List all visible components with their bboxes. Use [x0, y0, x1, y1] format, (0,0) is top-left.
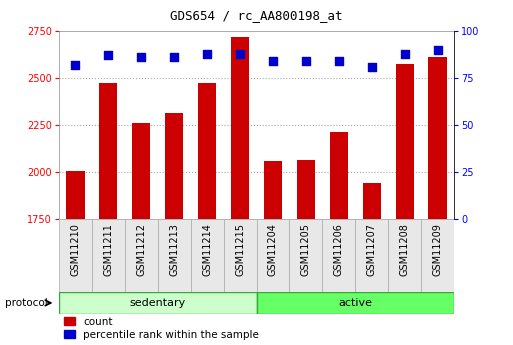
Bar [224, 219, 256, 292]
Text: GSM11213: GSM11213 [169, 223, 179, 276]
Point [269, 58, 277, 64]
Bar [165, 113, 183, 219]
Text: GSM11207: GSM11207 [367, 223, 377, 276]
Bar [92, 219, 125, 292]
Point [137, 55, 145, 60]
Point [401, 51, 409, 56]
Bar [158, 219, 191, 292]
Bar [355, 219, 388, 292]
Bar [388, 219, 421, 292]
Text: GSM11210: GSM11210 [70, 223, 81, 276]
Point [71, 62, 80, 68]
Point [104, 53, 112, 58]
Text: GSM11214: GSM11214 [202, 223, 212, 276]
Point [236, 51, 244, 56]
Bar [421, 219, 454, 292]
Bar [330, 132, 348, 219]
Text: GSM11211: GSM11211 [104, 223, 113, 276]
Point [203, 51, 211, 56]
Text: GDS654 / rc_AA800198_at: GDS654 / rc_AA800198_at [170, 9, 343, 22]
Text: GSM11205: GSM11205 [301, 223, 311, 276]
Bar [100, 83, 117, 219]
Bar [289, 219, 322, 292]
Text: GSM11212: GSM11212 [136, 223, 146, 276]
Text: GSM11206: GSM11206 [334, 223, 344, 276]
Point [433, 47, 442, 53]
Point [170, 55, 179, 60]
Text: GSM11208: GSM11208 [400, 223, 409, 276]
Bar [256, 219, 289, 292]
Bar [198, 83, 216, 219]
Bar [256, 292, 454, 314]
Point [368, 64, 376, 70]
Legend: count, percentile rank within the sample: count, percentile rank within the sample [64, 317, 259, 340]
Bar [132, 123, 150, 219]
Bar [59, 292, 256, 314]
Bar [264, 161, 282, 219]
Text: GSM11209: GSM11209 [432, 223, 443, 276]
Bar [428, 57, 447, 219]
Bar [191, 219, 224, 292]
Text: active: active [338, 298, 372, 308]
Bar [297, 160, 315, 219]
Bar [322, 219, 355, 292]
Bar [396, 64, 413, 219]
Point [302, 58, 310, 64]
Point [334, 58, 343, 64]
Text: sedentary: sedentary [130, 298, 186, 308]
Bar [363, 183, 381, 219]
Bar [231, 37, 249, 219]
Bar [125, 219, 158, 292]
Text: GSM11204: GSM11204 [268, 223, 278, 276]
Text: protocol: protocol [5, 298, 48, 308]
Text: GSM11215: GSM11215 [235, 223, 245, 276]
Bar [59, 219, 92, 292]
Bar [66, 171, 85, 219]
